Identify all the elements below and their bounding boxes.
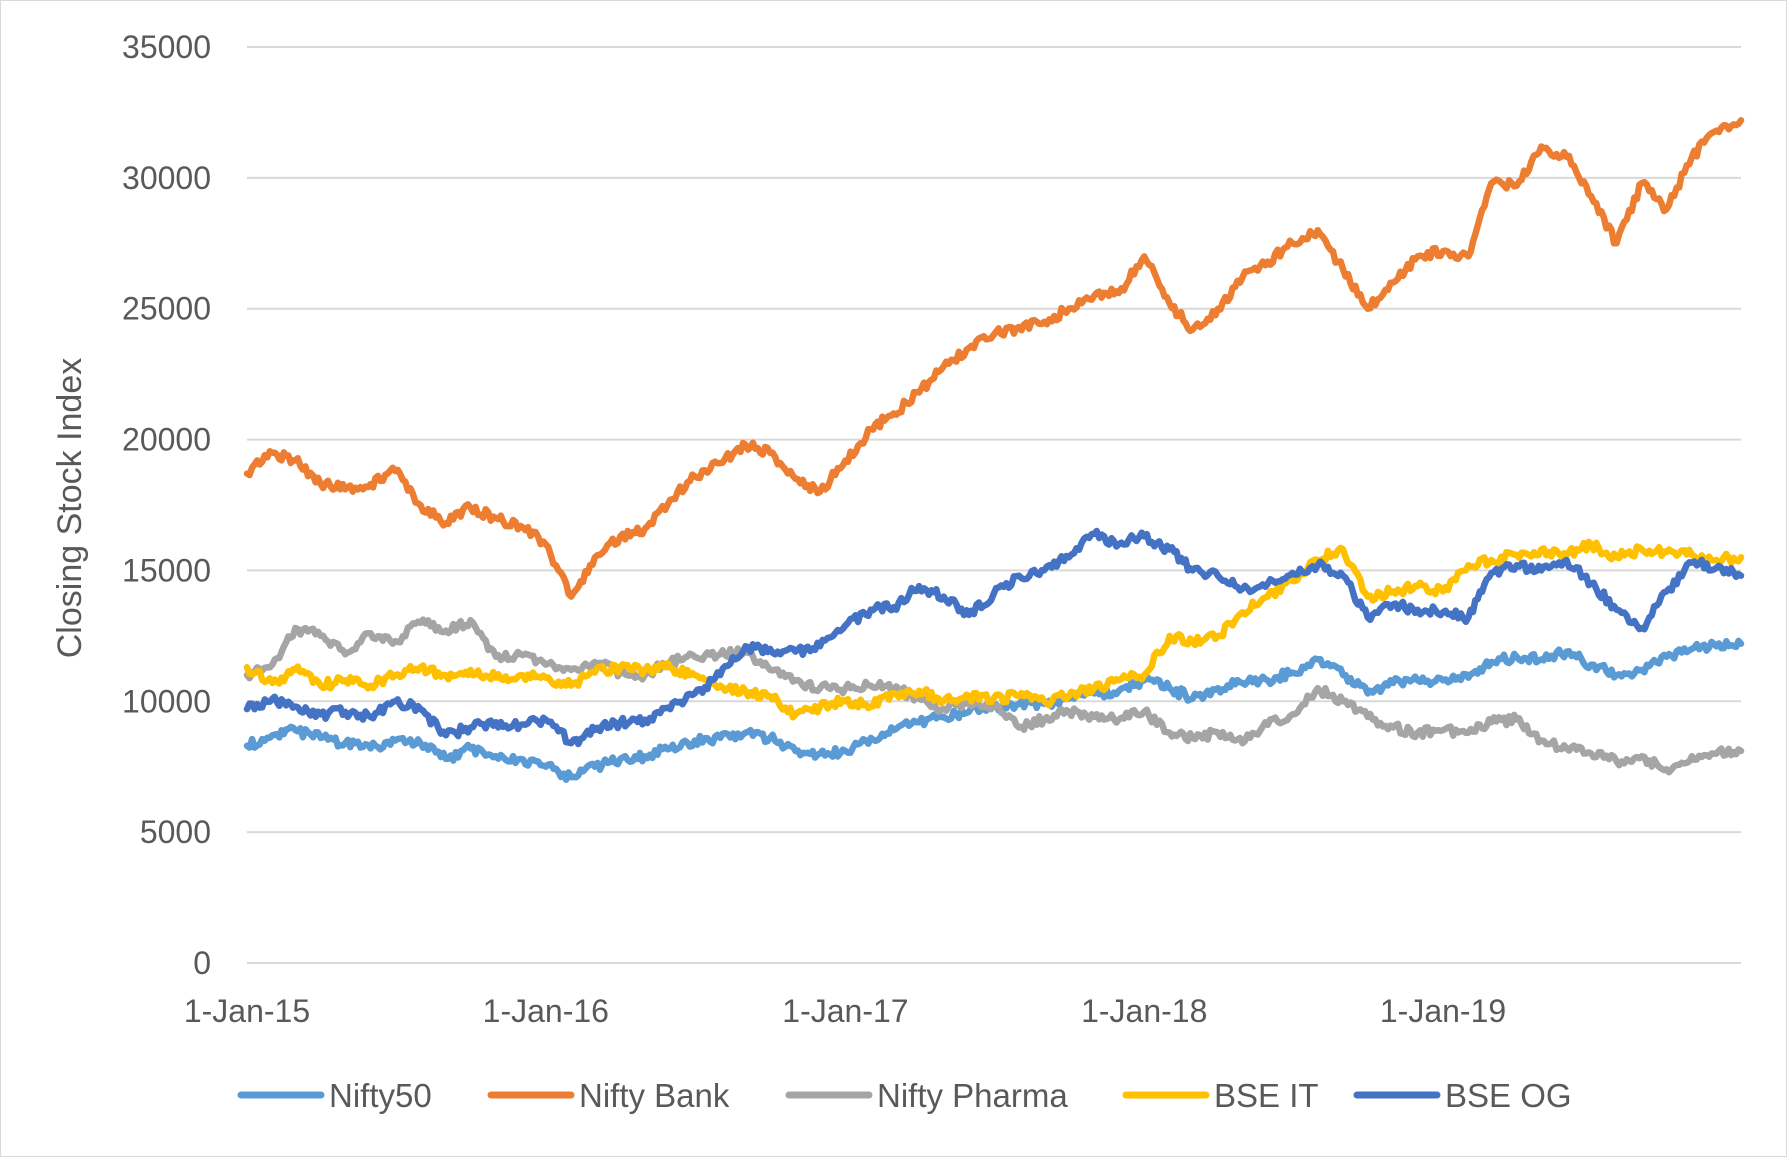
series-line-bse-it	[243, 538, 1745, 721]
legend-item: BSE OG	[1353, 1077, 1572, 1114]
x-tick-label: 1-Jan-15	[184, 993, 310, 1029]
legend-label: Nifty Bank	[579, 1077, 730, 1114]
series-line-nifty-pharma	[243, 616, 1745, 776]
x-axis-ticks: 1-Jan-15 1-Jan-16 1-Jan-17 1-Jan-18 1-Jan-19	[184, 993, 1506, 1029]
y-tick-label: 35000	[122, 29, 211, 65]
legend-item: Nifty Pharma	[785, 1077, 1068, 1114]
y-axis-ticks: 0 5000 10000 15000 20000 25000 30000 35000	[122, 29, 211, 981]
y-tick-label: 5000	[140, 814, 211, 850]
y-tick-label: 30000	[122, 160, 211, 196]
legend-item: Nifty50	[237, 1077, 432, 1114]
legend-label: BSE IT	[1214, 1077, 1319, 1114]
series-line-bse-og	[243, 527, 1745, 748]
legend-label: BSE OG	[1445, 1077, 1572, 1114]
y-tick-label: 10000	[122, 683, 211, 719]
legend-item: Nifty Bank	[487, 1077, 730, 1114]
y-tick-label: 0	[193, 945, 211, 981]
series-lines	[243, 117, 1745, 784]
y-tick-label: 25000	[122, 291, 211, 327]
y-tick-label: 15000	[122, 552, 211, 588]
legend-label: Nifty50	[329, 1077, 432, 1114]
x-tick-label: 1-Jan-16	[483, 993, 609, 1029]
legend-item: BSE IT	[1122, 1077, 1319, 1114]
y-tick-label: 20000	[122, 422, 211, 458]
x-tick-label: 1-Jan-18	[1081, 993, 1207, 1029]
y-axis-title: Closing Stock Index	[51, 358, 89, 659]
x-tick-label: 1-Jan-19	[1380, 993, 1506, 1029]
legend-label: Nifty Pharma	[877, 1077, 1068, 1114]
x-tick-label: 1-Jan-17	[782, 993, 908, 1029]
series-line-nifty-bank	[243, 117, 1745, 600]
legend: Nifty50 Nifty Bank Nifty Pharma BSE IT BSE O…	[237, 1077, 1572, 1114]
